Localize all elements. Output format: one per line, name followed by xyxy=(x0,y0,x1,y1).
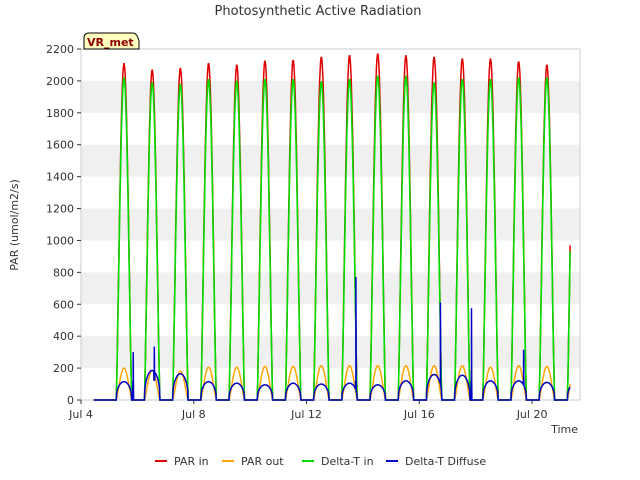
grid-band xyxy=(81,80,580,113)
grid-band xyxy=(81,336,580,369)
grid-band xyxy=(81,272,580,305)
y-tick-label: 1800 xyxy=(46,107,74,120)
x-axis-label: Time xyxy=(550,423,578,436)
y-tick-label: 0 xyxy=(67,394,74,407)
legend: PAR in PAR out Delta-T in Delta-T Diffuse xyxy=(155,455,486,468)
y-tick-label: 1000 xyxy=(46,234,74,247)
series-lines xyxy=(93,53,571,401)
y-tick-label: 400 xyxy=(53,330,74,343)
x-tick-label: Jul 4 xyxy=(68,408,93,421)
legend-label: Delta-T in xyxy=(321,455,374,468)
y-tick-label: 2200 xyxy=(46,43,74,56)
y-tick-label: 200 xyxy=(53,362,74,375)
badge-box xyxy=(83,32,140,50)
y-tick-label: 600 xyxy=(53,298,74,311)
x-tick-label: Jul 8 xyxy=(181,408,206,421)
legend-label: Delta-T Diffuse xyxy=(405,455,486,468)
y-axis: 0 200 400 600 800 1000 1200 1400 1600 1800 2000 220… xyxy=(46,43,81,407)
grid-band xyxy=(81,208,580,241)
y-tick-label: 800 xyxy=(53,266,74,279)
badge-label: VR_met xyxy=(87,36,134,49)
y-tick-label: 1200 xyxy=(46,203,74,216)
x-tick-label: Jul 16 xyxy=(403,408,435,421)
x-tick-label: Jul 12 xyxy=(290,408,322,421)
badge: VR_met xyxy=(83,32,140,50)
x-axis: Jul 4 Jul 8 Jul 12 Jul 16 Jul 20 xyxy=(68,400,547,421)
y-axis-label: PAR (umol/m2/s) xyxy=(8,179,21,271)
y-tick-label: 2000 xyxy=(46,75,74,88)
x-tick-label: Jul 20 xyxy=(516,408,548,421)
series-line-delta-t-diffuse xyxy=(93,277,571,401)
chart-title: Photosynthetic Active Radiation xyxy=(215,4,422,19)
y-tick-label: 1600 xyxy=(46,139,74,152)
legend-label: PAR out xyxy=(241,455,284,468)
y-tick-label: 1400 xyxy=(46,171,74,184)
legend-label: PAR in xyxy=(174,455,209,468)
grid-band xyxy=(81,144,580,177)
